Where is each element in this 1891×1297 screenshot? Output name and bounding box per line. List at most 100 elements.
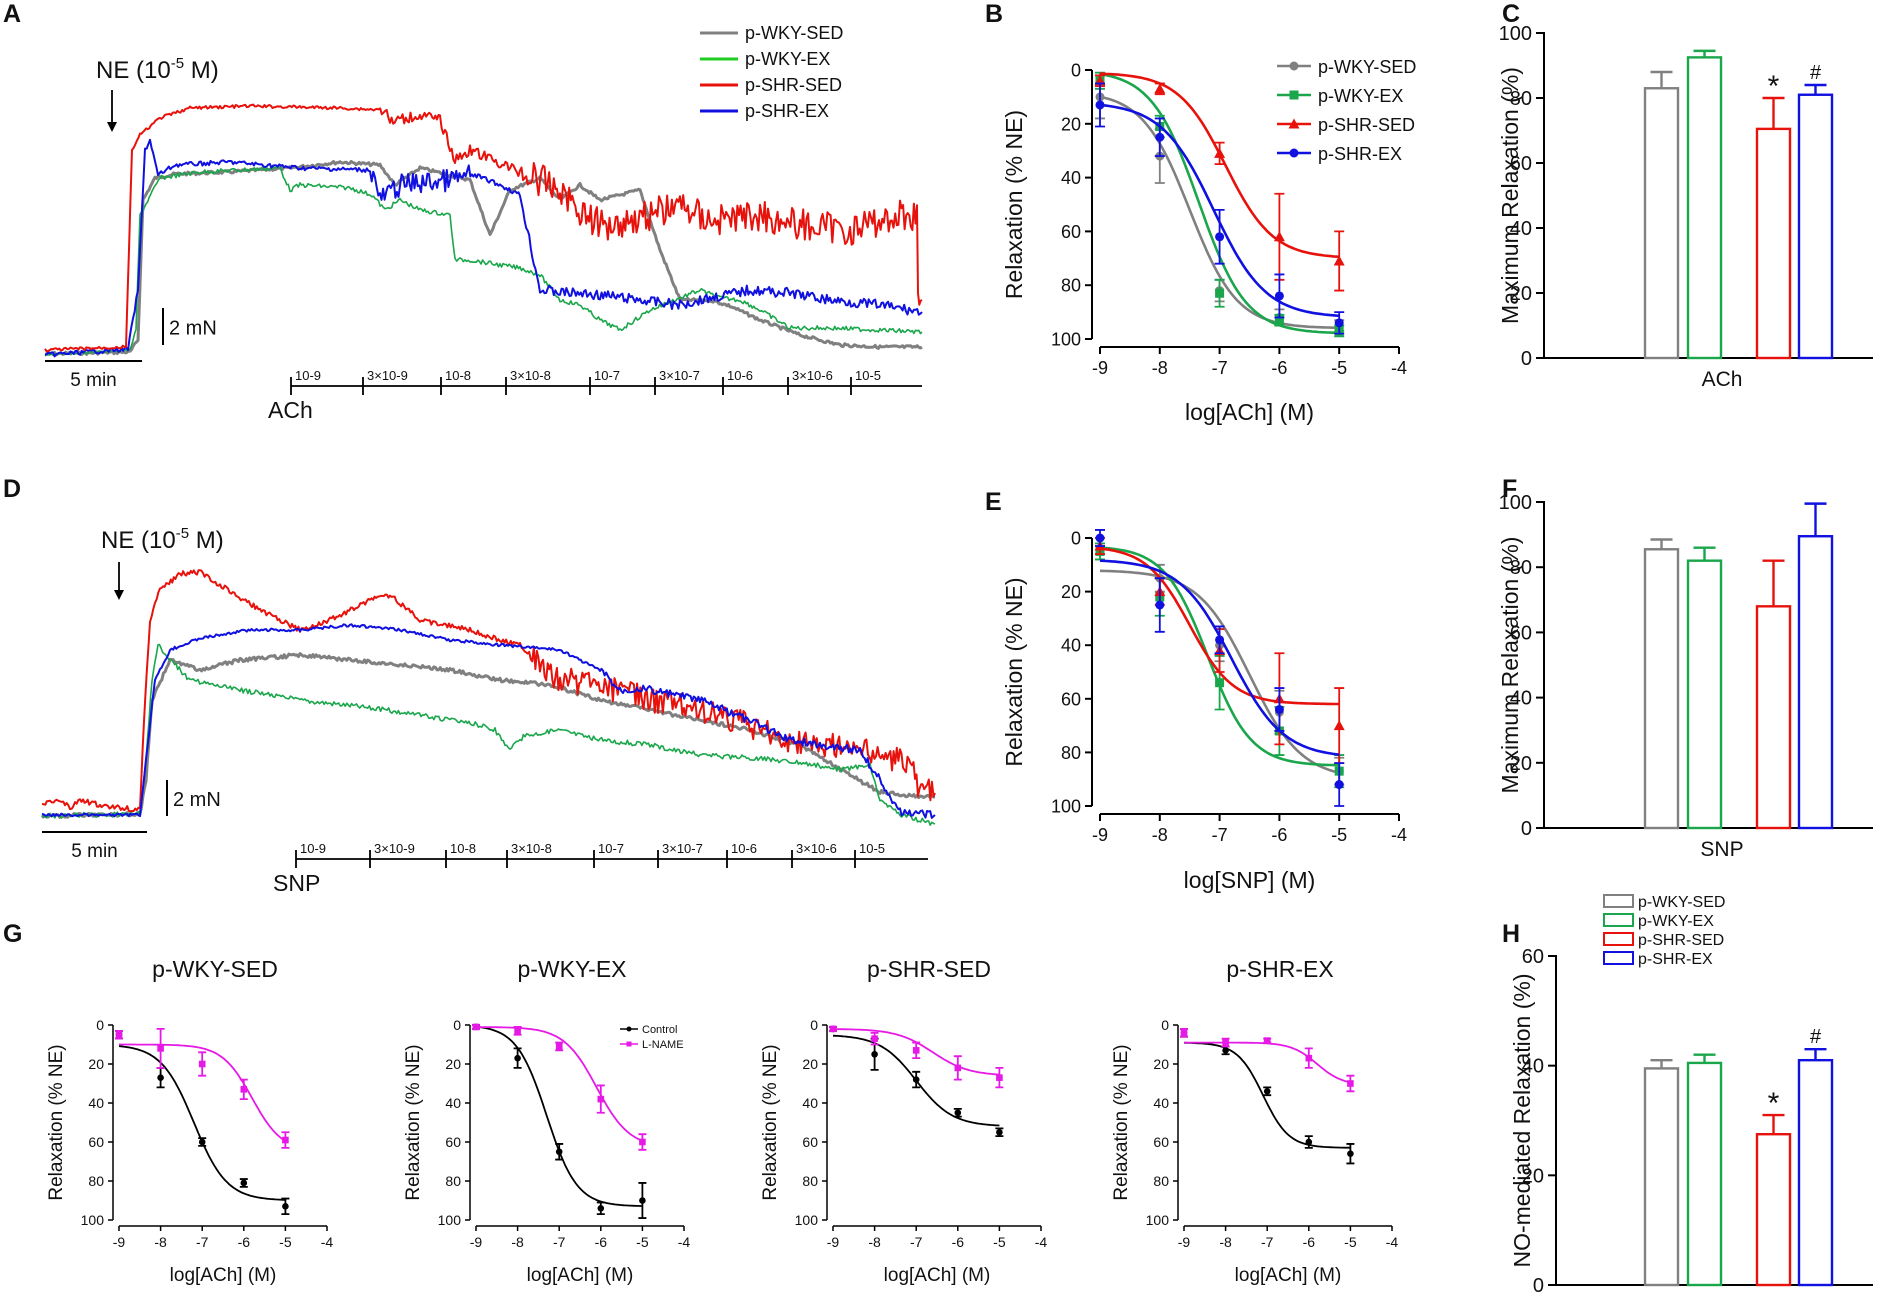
panel-title: p-WKY-EX: [517, 956, 626, 982]
data-point: [996, 1074, 1003, 1081]
y-tick-label: 20: [445, 1056, 461, 1072]
legend-g2: Control L-NAME: [620, 1024, 684, 1051]
x-tick-label: -6: [238, 1234, 251, 1250]
data-point: [1263, 1037, 1271, 1044]
y-tick-label: 100: [81, 1212, 105, 1228]
legend-marker: [1289, 61, 1299, 71]
x-tick-label: -8: [1152, 825, 1168, 845]
y-tick-label: 80: [1061, 743, 1081, 763]
panel-g4: 0 20 40 60 80 100 -9 -8 -7 -6 -5 -4 log[ACh] (M) Rela…: [1111, 956, 1398, 1286]
data-point: [954, 1064, 962, 1072]
y-tick-label: 60: [88, 1134, 104, 1150]
panel-g1: 0 20 40 60 80 100 -9 -8 -7 -6 -5 -4 log[ACh] (M) Rela…: [46, 956, 333, 1286]
y-axis-label: Relaxation (% NE): [403, 1044, 424, 1200]
x-tick-label: -8: [154, 1234, 167, 1250]
dose-label: 10-8: [450, 841, 476, 856]
dose-label: 10-6: [731, 841, 757, 856]
legend-marker: [1288, 118, 1300, 129]
x-tick-label: -4: [678, 1234, 691, 1250]
drug-label: SNP: [273, 870, 320, 896]
bar-p-wky-ex: [1686, 56, 1723, 360]
x-tick-label: -9: [113, 1234, 126, 1250]
legend-label: p-WKY-EX: [1638, 913, 1714, 930]
ne-label-base: NE (10: [101, 527, 176, 554]
legend-label: p-SHR-EX: [745, 101, 829, 121]
legend-label: p-SHR-SED: [1318, 115, 1415, 135]
data-point: [1334, 780, 1344, 790]
fit-curve-l-name: [1184, 1041, 1351, 1084]
bar-p-shr-ex: [1797, 1058, 1834, 1287]
error-bar: [1693, 546, 1716, 561]
dose-label: 10-7: [598, 841, 624, 856]
y-tick-label: 0: [810, 1017, 818, 1033]
data-point: [1333, 255, 1345, 266]
series-l-name: [472, 1023, 647, 1151]
trace-p-wky-ex: [41, 643, 936, 826]
x-tick-label: -7: [910, 1234, 923, 1250]
series-control: [1180, 1028, 1355, 1165]
dose-label: 3×10-6: [792, 368, 833, 383]
scale-bar-force-label: 2 mN: [169, 318, 217, 340]
y-tick-label: 60: [445, 1134, 461, 1150]
panel-letter-c: C: [1502, 0, 1520, 28]
y-tick-label: 80: [1153, 1173, 1169, 1189]
x-axis-label: log[ACh] (M): [170, 1265, 277, 1286]
panel-title: p-SHR-SED: [867, 956, 991, 982]
x-axis-label: log[ACh] (M): [1235, 1265, 1342, 1286]
dose-label: 10-8: [445, 368, 471, 383]
y-tick-label: 80: [802, 1173, 818, 1189]
data-point: [472, 1023, 480, 1031]
trace-p-wky-ex: [44, 165, 923, 357]
y-tick-label: 40: [88, 1095, 104, 1111]
data-point: [996, 1128, 1003, 1136]
data-point: [1333, 720, 1345, 731]
data-point: [1215, 635, 1225, 645]
y-tick-label: 20: [1510, 753, 1532, 775]
x-tick-label: -9: [470, 1234, 483, 1250]
data-point: [871, 1050, 878, 1058]
y-tick-label: 60: [1510, 153, 1532, 175]
panel-h: 0 20 40 60 NO-mediated Relaxation (%) * #: [1509, 946, 1873, 1297]
fit-curve-control: [1184, 1041, 1351, 1149]
dose-label: 3×10-6: [796, 841, 837, 856]
data-point: [1214, 147, 1226, 158]
x-tick-label: -5: [1331, 825, 1347, 845]
y-tick-label: 0: [1521, 818, 1532, 840]
dose-label: 3×10-8: [510, 368, 551, 383]
panel-g2: 0 20 40 60 80 100 -9 -8 -7 -6 -5 -4 log[ACh] (M) Rela…: [403, 956, 690, 1286]
x-tick-label: -9: [1092, 825, 1108, 845]
significance-mark: #: [1810, 62, 1822, 84]
y-tick-label: 80: [1061, 276, 1081, 296]
data-point: [1347, 1080, 1354, 1087]
fit-curve-p-wky-sed: [1099, 95, 1340, 330]
data-point: [157, 1074, 164, 1081]
y-tick-label: 40: [1522, 1056, 1544, 1078]
x-axis-label: log[SNP] (M): [1184, 867, 1316, 893]
x-tick-label: -5: [1331, 358, 1347, 378]
trace-p-shr-sed: [41, 569, 936, 813]
x-tick-label: -6: [1271, 825, 1287, 845]
data-point: [282, 1203, 289, 1210]
panel-letter-f: F: [1502, 475, 1517, 503]
y-tick-label: 80: [1510, 557, 1532, 579]
y-tick-label: 0: [1521, 348, 1532, 370]
x-tick-label: -7: [1212, 825, 1228, 845]
data-point: [157, 1045, 164, 1052]
bar-p-wky-ex: [1686, 559, 1723, 830]
series-l-name: [829, 1025, 1004, 1089]
x-tick-label: -9: [827, 1234, 840, 1250]
y-tick-label: 100: [1146, 1212, 1170, 1228]
y-tick-label: 40: [1510, 218, 1532, 240]
ne-label: NE (10-5 M): [96, 55, 219, 84]
data-point: [240, 1086, 248, 1093]
panel-g3: 0 20 40 60 80 100 -9 -8 -7 -6 -5 -4 log[ACh] (M) Rela…: [760, 956, 1047, 1286]
legend-swatch: [1603, 913, 1634, 927]
panel-title: p-WKY-SED: [152, 956, 278, 982]
data-point: [639, 1138, 646, 1146]
error-bar: [1762, 1113, 1785, 1135]
y-tick-label: 40: [1061, 168, 1081, 188]
y-tick-label: 0: [1533, 1275, 1544, 1297]
x-axis-label: SNP: [1700, 838, 1743, 861]
y-tick-label: 100: [1051, 796, 1081, 816]
